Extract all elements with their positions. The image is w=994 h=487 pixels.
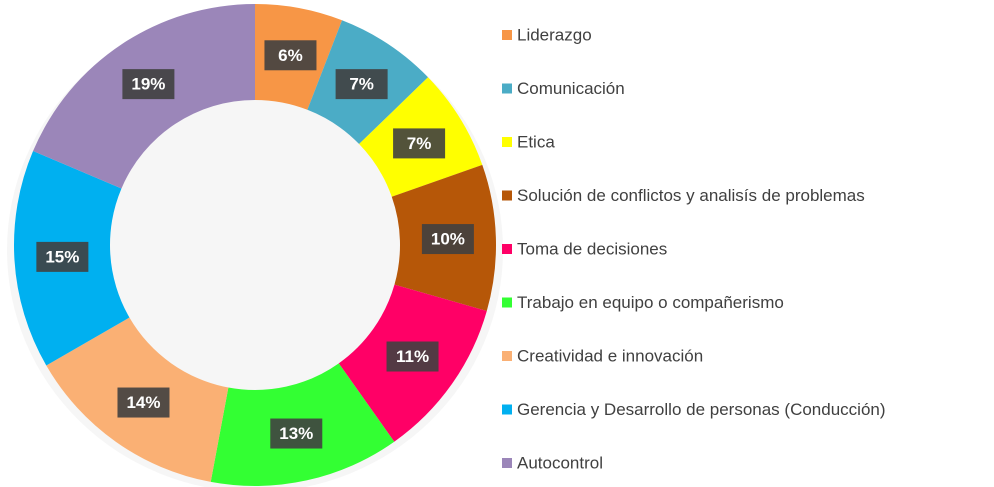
value-label-box: [36, 241, 89, 272]
value-label: 7%: [407, 134, 432, 153]
value-label-box: [335, 69, 388, 100]
value-label-box: [122, 69, 175, 100]
value-label-box: [117, 387, 170, 418]
legend-swatch: [502, 458, 512, 468]
legend-label: Trabajo en equipo o compañerismo: [517, 293, 784, 312]
legend-label: Creatividad e innovación: [517, 346, 703, 365]
legend-label: Solución de conflictos y analisís de pro…: [517, 186, 865, 205]
legend-label: Toma de decisiones: [517, 239, 667, 258]
legend-label: Gerencia y Desarrollo de personas (Condu…: [517, 400, 886, 419]
value-label: 15%: [45, 247, 79, 266]
value-label-box: [386, 341, 439, 372]
value-label-box: [421, 224, 474, 255]
value-label: 19%: [131, 75, 165, 94]
legend-swatch: [502, 244, 512, 254]
legend-label: Autocontrol: [517, 453, 603, 472]
value-label: 6%: [278, 46, 303, 65]
legend-label: Etica: [517, 132, 555, 151]
value-label-box: [393, 128, 446, 159]
value-label: 11%: [396, 347, 429, 366]
legend-swatch: [502, 297, 512, 308]
legend-swatch: [502, 30, 512, 40]
legend-swatch: [502, 137, 512, 147]
legend-label: Comunicación: [517, 79, 625, 98]
value-label: 13%: [279, 424, 313, 443]
legend-swatch: [502, 83, 512, 94]
legend-swatch: [502, 351, 512, 361]
legend-swatch: [502, 404, 512, 415]
value-label: 10%: [431, 230, 465, 249]
legend-swatch: [502, 190, 512, 201]
value-label: 14%: [126, 393, 160, 412]
value-label-box: [264, 40, 317, 71]
value-label: 7%: [349, 75, 374, 94]
value-label-box: [270, 418, 323, 449]
legend-label: Liderazgo: [517, 25, 592, 44]
